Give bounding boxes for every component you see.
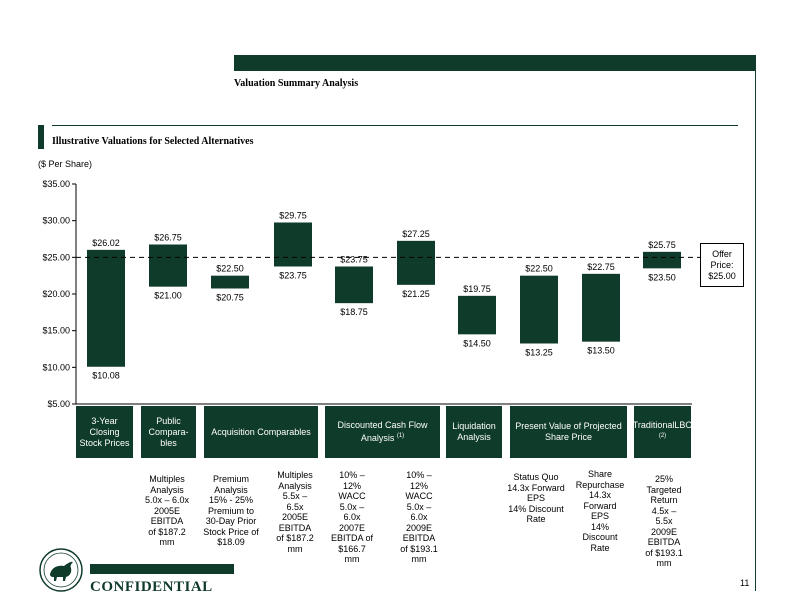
range-bar bbox=[582, 273, 620, 342]
page-title: Valuation Summary Analysis bbox=[234, 78, 359, 89]
category-label: TraditionalLBO (2) bbox=[633, 406, 692, 458]
y-tick-label: $20.00 bbox=[42, 289, 70, 299]
category-label: Acquisition Comparables bbox=[204, 406, 318, 458]
bar-high-label: $29.75 bbox=[279, 211, 307, 221]
range-bar bbox=[643, 251, 681, 269]
bar-high-label: $19.75 bbox=[463, 284, 491, 294]
header-bar bbox=[234, 55, 756, 71]
bar-low-label: $13.50 bbox=[587, 346, 615, 356]
page-number: 11 bbox=[740, 578, 750, 588]
section-marker bbox=[38, 125, 44, 149]
bull-logo-icon bbox=[39, 548, 83, 592]
bar-low-label: $10.08 bbox=[92, 371, 120, 381]
bar-low-label: $18.75 bbox=[340, 307, 368, 317]
bar-high-label: $26.75 bbox=[154, 233, 182, 243]
unit-label: ($ Per Share) bbox=[38, 159, 93, 169]
range-bar bbox=[211, 275, 249, 289]
category-label: 3-Year Closing Stock Prices bbox=[76, 406, 133, 458]
bar-low-label: $14.50 bbox=[463, 338, 491, 348]
right-border bbox=[755, 71, 756, 591]
method-note: Share Repurchase 14.3x Forward EPS 14% D… bbox=[575, 469, 625, 553]
bar-high-label: $22.50 bbox=[216, 264, 244, 274]
section-rule bbox=[52, 125, 738, 126]
range-bar bbox=[335, 266, 373, 304]
method-note: Status Quo 14.3x Forward EPS 14% Discoun… bbox=[507, 472, 565, 524]
range-bar bbox=[458, 295, 496, 335]
method-note: Multiples Analysis 5.5x – 6.5x 2005E EBI… bbox=[276, 470, 314, 554]
category-label: Discounted Cash Flow Analysis (1) bbox=[325, 406, 440, 458]
category-label: Present Value of Projected Share Price bbox=[510, 406, 627, 458]
category-label: Liquidation Analysis bbox=[446, 406, 502, 458]
bar-high-label: $27.25 bbox=[402, 229, 430, 239]
footer-bar bbox=[90, 564, 234, 574]
y-tick-label: $25.00 bbox=[42, 252, 70, 262]
y-tick-label: $15.00 bbox=[42, 326, 70, 336]
category-label: Public Compara-bles bbox=[141, 406, 196, 458]
range-bar bbox=[520, 275, 558, 344]
range-bar bbox=[397, 240, 435, 285]
bar-low-label: $23.75 bbox=[279, 271, 307, 281]
bar-low-label: $21.25 bbox=[402, 289, 430, 299]
bar-low-label: $13.25 bbox=[525, 348, 553, 358]
bar-high-label: $26.02 bbox=[92, 238, 120, 248]
bar-low-label: $23.50 bbox=[648, 272, 676, 282]
method-note: Premium Analysis 15% - 25% Premium to 30… bbox=[203, 474, 259, 547]
range-bar bbox=[149, 244, 187, 287]
method-note: 10% – 12% WACC 5.0x – 6.0x 2009E EBITDA … bbox=[400, 470, 438, 564]
bar-high-label: $22.50 bbox=[525, 264, 553, 274]
method-note: Multiples Analysis 5.0x – 6.0x 2005E EBI… bbox=[144, 474, 190, 547]
y-tick-label: $5.00 bbox=[47, 399, 70, 409]
bar-high-label: $23.75 bbox=[340, 255, 368, 265]
bar-low-label: $20.75 bbox=[216, 293, 244, 303]
section-title: Illustrative Valuations for Selected Alt… bbox=[52, 136, 254, 147]
y-tick-label: $30.00 bbox=[42, 216, 70, 226]
confidential-label: CONFIDENTIAL bbox=[90, 579, 213, 595]
range-bar bbox=[274, 222, 312, 267]
bar-high-label: $25.75 bbox=[648, 240, 676, 250]
range-bar bbox=[87, 249, 125, 367]
method-note: 10% – 12% WACC 5.0x – 6.0x 2007E EBITDA … bbox=[330, 470, 374, 564]
offer-price-box: Offer Price: $25.00 bbox=[700, 243, 744, 287]
bar-low-label: $21.00 bbox=[154, 291, 182, 301]
method-note: 25% Targeted Return 4.5x – 5.5x 2009E EB… bbox=[645, 474, 683, 568]
y-tick-label: $10.00 bbox=[42, 362, 70, 372]
bar-high-label: $22.75 bbox=[587, 262, 615, 272]
y-tick-label: $35.00 bbox=[42, 179, 70, 189]
